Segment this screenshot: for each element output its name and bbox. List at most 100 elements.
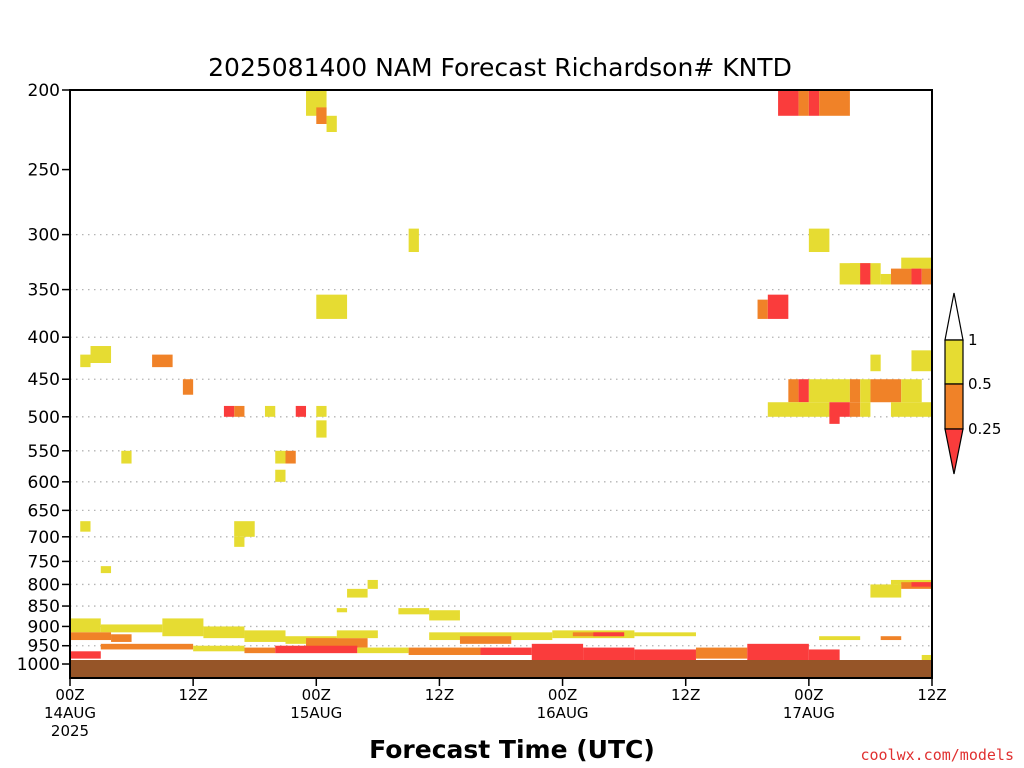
heatmap-cell	[264, 405, 276, 417]
heatmap-cell	[223, 405, 235, 417]
gridlines	[70, 233, 932, 647]
colorbar-label: 1	[968, 331, 978, 349]
heatmap-cell	[819, 90, 850, 116]
heatmap-cell	[695, 647, 748, 659]
heatmap-cell	[870, 584, 902, 598]
x-tick-label: 12Z	[178, 686, 207, 704]
y-tick-label: 500	[28, 408, 60, 428]
heatmap-cell	[849, 402, 861, 417]
heatmap-cell	[870, 263, 881, 285]
y-tick-label: 450	[28, 370, 60, 390]
heatmap-cell	[808, 228, 830, 253]
heatmap-cell	[459, 636, 512, 644]
heatmap-cell	[357, 647, 409, 654]
heatmap-cell	[829, 409, 840, 424]
heatmap-cell	[890, 579, 932, 585]
heatmap-cell	[634, 632, 696, 637]
heatmap-cell	[798, 90, 809, 116]
y-tick-label: 800	[28, 575, 60, 595]
heatmap-cell	[911, 350, 932, 372]
heatmap-cell	[778, 90, 799, 116]
heatmap-cell	[70, 618, 101, 633]
credit-text: coolwx.com/models	[860, 746, 1014, 764]
y-axis-ticks: 200 250 300 350 400 450 500 550 600 650 700 750 8008…	[17, 81, 70, 675]
chart-title: 2025081400 NAM Forecast Richardson# KNTD	[208, 53, 792, 82]
heatmap-cell	[275, 469, 286, 482]
y-tick-label: 750	[28, 552, 60, 572]
x-tick-label: 17AUG	[783, 704, 835, 722]
heatmap-cell	[234, 405, 245, 417]
heatmap-cell	[347, 588, 368, 598]
heatmap-cell	[367, 579, 378, 589]
colorbar-legend: 1 0.5 0.25	[944, 292, 1001, 475]
colorbar-segment	[944, 428, 964, 475]
heatmap-cell	[901, 257, 932, 269]
heatmap-cell	[80, 354, 91, 368]
heatmap-cell	[306, 638, 368, 648]
y-tick-label: 900	[28, 617, 60, 637]
colorbar-label: 0.5	[968, 375, 992, 393]
heatmap-cell	[531, 643, 584, 665]
colorbar-segment	[944, 339, 964, 385]
heatmap-cell	[429, 632, 553, 641]
heatmap-cell	[193, 645, 245, 652]
heatmap-cell	[808, 90, 820, 116]
y-tick-label: 850	[28, 597, 60, 617]
heatmap-cell	[111, 634, 132, 642]
y-tick-label: 200	[28, 81, 60, 101]
heatmap-cell	[911, 582, 932, 587]
heatmap-cell	[326, 115, 337, 133]
x-tick-label: 12Z	[425, 686, 454, 704]
heatmap-cell	[583, 647, 635, 663]
heatmap-cell	[336, 630, 378, 639]
heatmap-cell	[234, 521, 255, 537]
heatmap-cell	[275, 645, 358, 654]
heatmap-cell	[398, 608, 430, 615]
heatmap-cell	[316, 107, 327, 124]
heatmap-cell	[901, 379, 922, 403]
heatmap-cell	[244, 630, 286, 642]
heatmap-cell	[860, 263, 871, 285]
heatmap-cell	[480, 647, 532, 655]
x-tick-label: 15AUG	[290, 704, 342, 722]
y-tick-label: 550	[28, 442, 60, 462]
heatmap-cell	[80, 521, 91, 532]
colorbar-label: 0.25	[968, 420, 1001, 438]
x-axis-label: Forecast Time (UTC)	[369, 735, 655, 764]
heatmap-cell	[870, 354, 881, 372]
heatmap-cell	[890, 268, 912, 285]
heatmap-cell	[757, 299, 768, 319]
heatmap-cell	[316, 294, 348, 319]
heatmap-cell	[408, 228, 419, 253]
heatmap-cell	[921, 654, 932, 661]
heatmap-cell	[634, 649, 696, 661]
x-tick-label: 00Z	[548, 686, 577, 704]
heatmap-cell	[767, 294, 789, 319]
heatmap-cell	[182, 379, 194, 395]
x-tick-label: 16AUG	[537, 704, 589, 722]
y-tick-label: 350	[28, 281, 60, 301]
heatmap-cell	[100, 566, 112, 574]
heatmap-cells	[70, 90, 932, 665]
heatmap-cell	[234, 536, 245, 547]
heatmap-cell	[808, 379, 850, 403]
heatmap-cell	[90, 346, 112, 364]
heatmap-cell	[295, 405, 307, 417]
heatmap-cell	[798, 379, 809, 403]
heatmap-cell	[121, 450, 132, 464]
colorbar-segment	[944, 292, 964, 341]
y-tick-label: 400	[28, 328, 60, 348]
heatmap-cell	[100, 624, 163, 633]
x-tick-label: 14AUG	[44, 704, 96, 722]
heatmap-cell	[911, 268, 922, 285]
ground-surface	[70, 660, 932, 678]
heatmap-cell	[788, 379, 799, 403]
y-tick-label: 600	[28, 473, 60, 493]
y-tick-label: 1000	[17, 655, 60, 675]
heatmap-cell	[593, 632, 625, 637]
colorbar-segment	[944, 383, 964, 430]
x-tick-label: 00Z	[302, 686, 331, 704]
y-tick-label: 700	[28, 528, 60, 548]
